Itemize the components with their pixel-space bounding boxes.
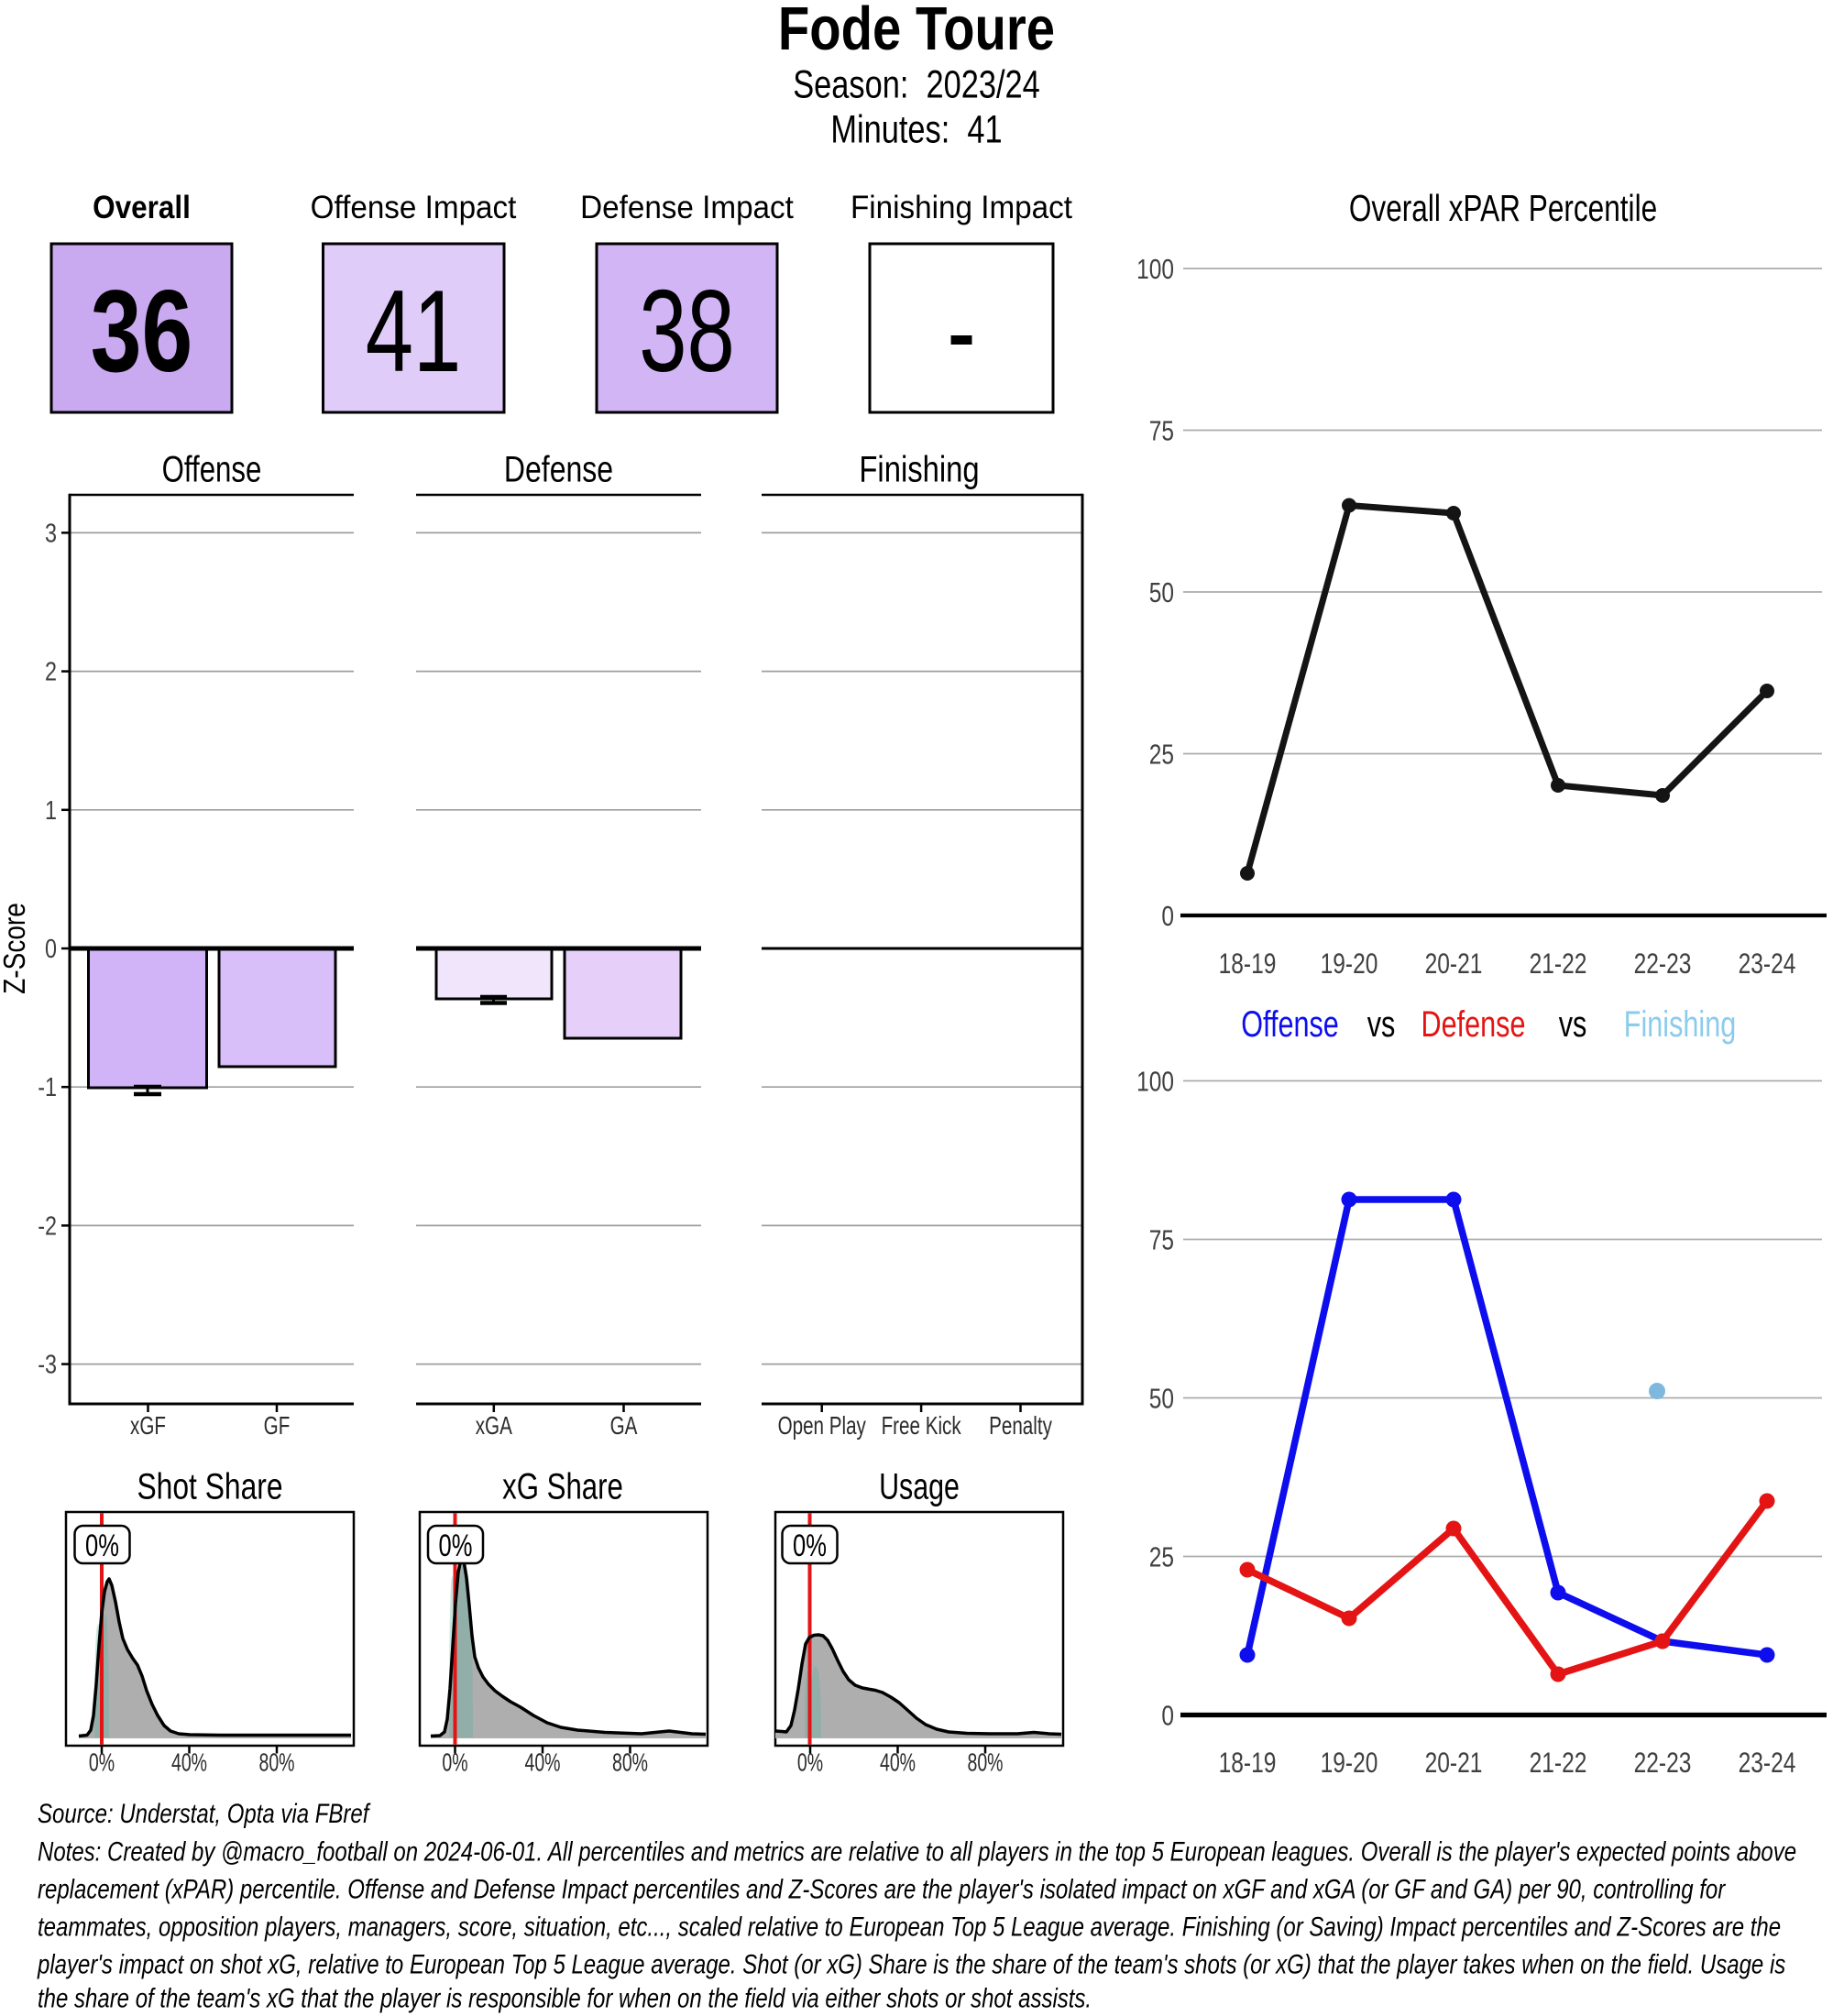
svg-text:40%: 40% [524,1748,560,1777]
svg-text:22-23: 22-23 [1634,1746,1692,1779]
svg-text:25: 25 [1149,1541,1174,1572]
svg-text:18-19: 18-19 [1219,1746,1277,1779]
svg-text:replacement (xPAR) percentile.: replacement (xPAR) percentile. Offense a… [38,1873,1726,1904]
svg-text:40%: 40% [171,1748,207,1777]
svg-text:2: 2 [45,656,57,686]
svg-text:40%: 40% [880,1748,916,1777]
svg-text:0%: 0% [442,1748,467,1777]
svg-text:vs: vs [1367,1003,1396,1045]
svg-text:Notes: Created by @macro_footb: Notes: Created by @macro_football on 202… [38,1835,1796,1867]
svg-text:0: 0 [1161,900,1174,931]
svg-text:GA: GA [610,1412,638,1441]
svg-text:0%: 0% [89,1748,115,1777]
svg-text:21-22: 21-22 [1530,1746,1587,1779]
svg-text:75: 75 [1149,1224,1174,1255]
svg-text:80%: 80% [967,1748,1003,1777]
svg-text:0%: 0% [793,1528,827,1563]
svg-text:20-21: 20-21 [1425,1746,1483,1779]
svg-text:41: 41 [366,266,462,396]
svg-text:18-19: 18-19 [1219,947,1277,980]
svg-text:23-24: 23-24 [1739,1746,1796,1779]
svg-text:player's impact on shot xG, re: player's impact on shot xG, relative to … [37,1948,1786,1979]
svg-text:0%: 0% [439,1528,473,1563]
svg-text:Free Kick: Free Kick [882,1412,962,1441]
svg-text:23-24: 23-24 [1739,947,1796,980]
svg-text:80%: 80% [612,1748,648,1777]
svg-text:Finishing: Finishing [859,448,979,489]
svg-text:Offense: Offense [1241,1003,1339,1045]
svg-text:Finishing: Finishing [1624,1003,1736,1045]
svg-text:Finishing Impact: Finishing Impact [851,190,1073,225]
svg-text:21-22: 21-22 [1530,947,1587,980]
svg-text:Overall: Overall [93,191,191,226]
svg-text:0: 0 [1161,1700,1174,1731]
svg-text:50: 50 [1149,1383,1174,1414]
svg-text:Offense Impact: Offense Impact [311,190,517,225]
svg-text:3: 3 [45,518,57,548]
svg-text:xGA: xGA [476,1412,513,1441]
svg-text:100: 100 [1136,1066,1174,1097]
svg-text:-1: -1 [38,1072,57,1102]
svg-text:Season: 2023/24: Season: 2023/24 [793,63,1040,106]
svg-text:Shot Share: Shot Share [137,1465,282,1507]
svg-text:22-23: 22-23 [1634,947,1692,980]
svg-text:0%: 0% [797,1748,823,1777]
svg-text:19-20: 19-20 [1321,1746,1378,1779]
svg-text:75: 75 [1149,415,1174,446]
svg-text:Fode Toure: Fode Toure [778,0,1055,63]
svg-text:teammates, opposition players,: teammates, opposition players, managers,… [38,1911,1781,1942]
svg-text:25: 25 [1149,739,1174,770]
svg-text:19-20: 19-20 [1321,947,1378,980]
svg-text:the share of the team's xG tha: the share of the team's xG that the play… [38,1982,1092,2013]
svg-text:Minutes: 41: Minutes: 41 [830,108,1002,151]
svg-text:Defense: Defense [504,448,613,489]
svg-text:Defense Impact: Defense Impact [580,190,794,225]
svg-text:xG Share: xG Share [502,1466,623,1507]
svg-text:20-21: 20-21 [1425,947,1483,980]
svg-text:50: 50 [1149,576,1174,608]
svg-text:36: 36 [91,267,193,397]
svg-text:Overall xPAR Percentile: Overall xPAR Percentile [1349,187,1657,229]
svg-text:vs: vs [1559,1003,1587,1045]
svg-text:38: 38 [639,266,735,396]
svg-text:0: 0 [45,934,57,964]
svg-text:GF: GF [264,1412,291,1441]
svg-text:Usage: Usage [879,1465,960,1507]
svg-text:xGF: xGF [130,1412,166,1441]
svg-text:Defense: Defense [1421,1003,1526,1045]
svg-text:1: 1 [45,795,57,826]
svg-text:Open Play: Open Play [778,1412,867,1441]
svg-text:80%: 80% [258,1748,294,1777]
svg-text:Source: Understat, Opta via FB: Source: Understat, Opta via FBref [38,1797,371,1828]
svg-text:-: - [947,266,975,396]
svg-text:-2: -2 [38,1211,57,1241]
svg-text:100: 100 [1136,253,1174,284]
svg-text:Offense: Offense [162,449,262,490]
svg-text:Penalty: Penalty [989,1412,1052,1441]
svg-text:-3: -3 [38,1349,57,1379]
svg-text:Z-Score: Z-Score [0,903,32,994]
svg-text:0%: 0% [85,1528,119,1563]
